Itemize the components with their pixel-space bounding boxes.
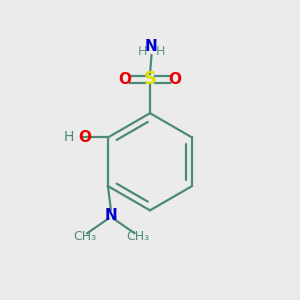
Text: O: O (79, 130, 92, 145)
Text: H: H (64, 130, 74, 145)
Text: S: S (143, 70, 157, 88)
Text: O: O (118, 72, 131, 87)
Text: H: H (156, 45, 166, 58)
Text: H: H (137, 45, 147, 58)
Text: CH₃: CH₃ (73, 230, 96, 243)
Text: N: N (145, 39, 158, 54)
Text: N: N (104, 208, 117, 223)
Text: CH₃: CH₃ (126, 230, 149, 243)
Text: O: O (169, 72, 182, 87)
